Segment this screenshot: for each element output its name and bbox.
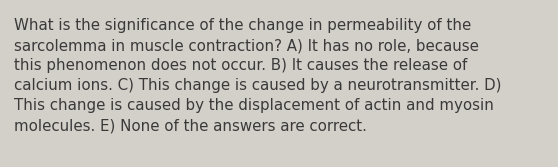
Text: What is the significance of the change in permeability of the
sarcolemma in musc: What is the significance of the change i… bbox=[14, 18, 502, 133]
